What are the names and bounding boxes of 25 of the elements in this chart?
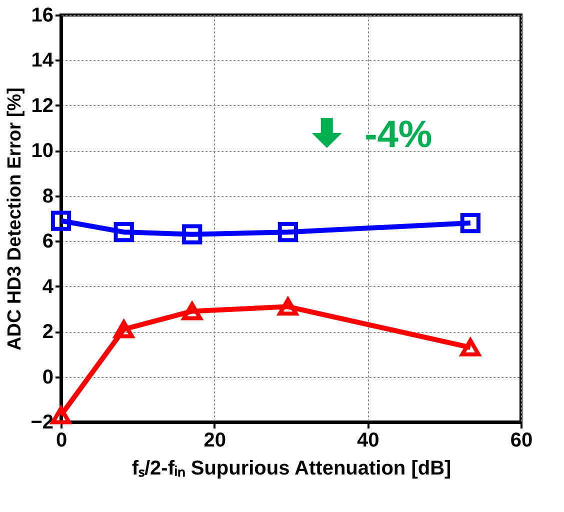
y-tick-label: 16 — [31, 4, 54, 26]
point — [460, 212, 480, 234]
point — [182, 302, 202, 320]
point — [50, 210, 72, 231]
y-tick-label: 14 — [31, 50, 54, 72]
y-axis-title: ADC HD3 Detection Error [%] — [4, 88, 26, 350]
y-tick-label: 8 — [42, 185, 54, 208]
point — [114, 320, 134, 338]
x-tick-label: 40 — [357, 430, 380, 452]
y-tick-label: 2 — [42, 321, 54, 344]
point — [114, 222, 134, 242]
y-tick-label: −2 — [30, 412, 54, 434]
y-tick-label: 10 — [31, 140, 54, 162]
y-tick-label: 4 — [42, 276, 54, 298]
x-tick-label: 20 — [204, 430, 226, 452]
point — [278, 298, 298, 316]
point — [182, 224, 202, 244]
point — [460, 338, 480, 356]
x-axis-title: fₛ/2-fᵢₙ Supurious Attenuation [dB] — [132, 458, 452, 480]
annotation: -4% — [364, 114, 432, 156]
point — [278, 222, 298, 242]
y-tick-label: 12 — [31, 94, 54, 117]
y-tick-label: 0 — [42, 366, 54, 388]
y-tick-label: 6 — [42, 230, 54, 253]
x-tick-label: 60 — [510, 430, 533, 452]
